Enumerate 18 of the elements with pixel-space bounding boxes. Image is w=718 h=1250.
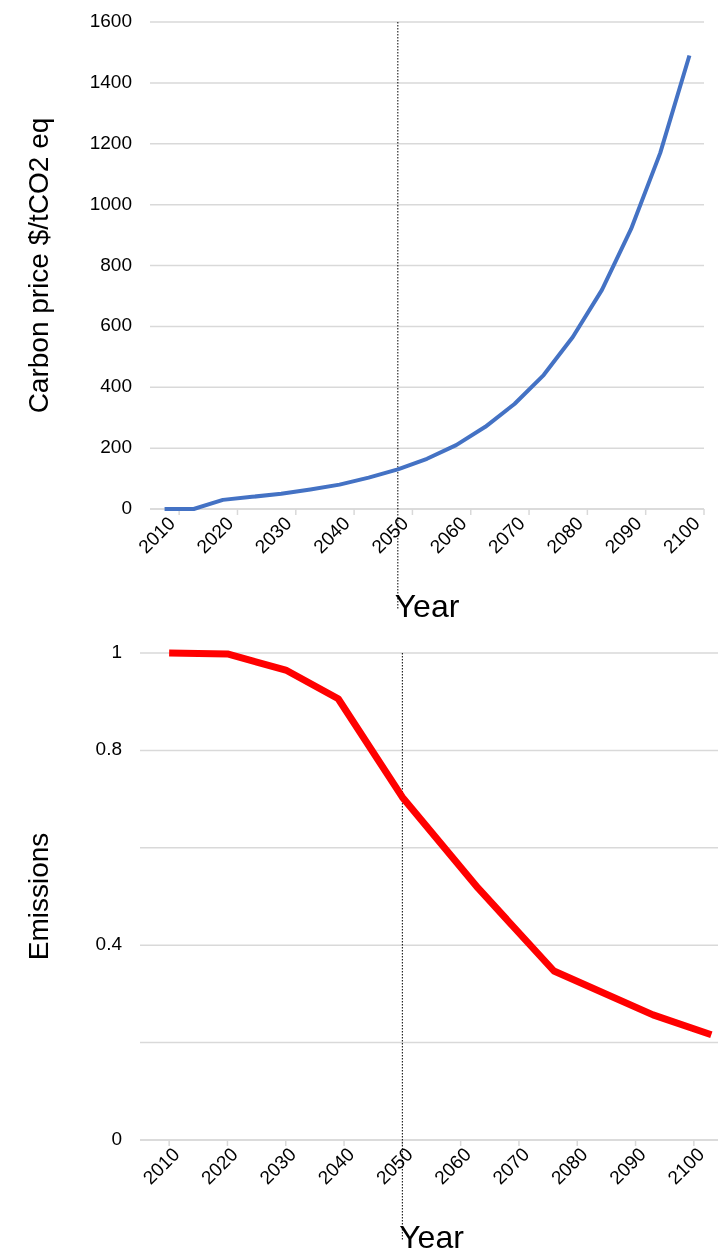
x-axis-title: Year [399, 1219, 465, 1250]
y-axis-title: Emissions [23, 832, 54, 961]
line-series [162, 53, 692, 511]
y-tick-label: 1600 [89, 10, 132, 32]
y-tick-label: 800 [100, 253, 132, 275]
y-tick-label: 0 [121, 497, 132, 519]
y-tick-label: 1200 [89, 131, 132, 153]
y-tick-label: 0 [111, 1128, 122, 1150]
y-tick-label: 200 [100, 436, 132, 458]
y-tick-label: 400 [100, 375, 132, 397]
y-tick-label: 600 [100, 314, 132, 336]
y-tick-label: 1400 [89, 70, 132, 92]
y-tick-label: 1000 [89, 192, 132, 214]
x-axis-title: Year [394, 588, 460, 624]
y-tick-label: 0.4 [95, 933, 123, 955]
y-axis-title: Carbon price $/tCO2 eq [23, 117, 54, 414]
y-tick-label: 1 [111, 641, 122, 663]
y-tick-label: 0.8 [95, 738, 122, 760]
